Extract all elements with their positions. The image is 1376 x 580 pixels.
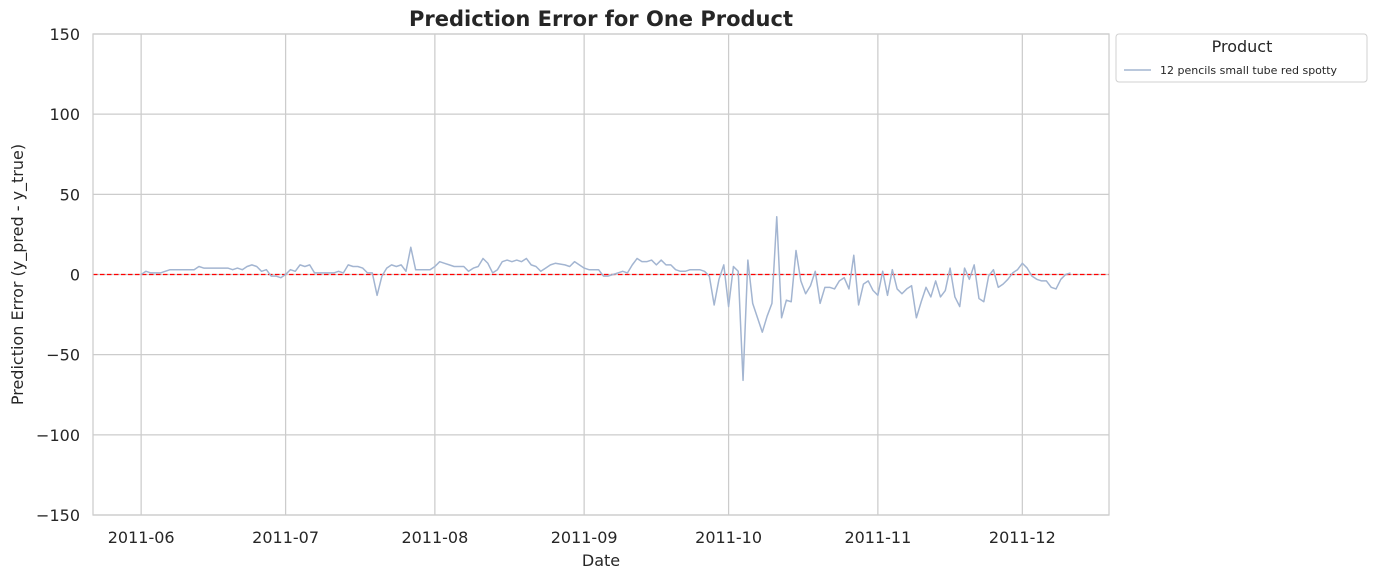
chart-title: Prediction Error for One Product	[409, 7, 793, 31]
x-tick-label: 2011-09	[551, 528, 618, 547]
y-tick-label: 0	[70, 266, 80, 285]
legend: Product 12 pencils small tube red spotty	[1115, 33, 1368, 83]
x-axis-ticks: 2011-06 2011-07 2011-08 2011-09 2011-10 2011-…	[108, 528, 1056, 547]
x-tick-label: 2011-07	[252, 528, 319, 547]
plot-area-frame	[92, 33, 1110, 516]
x-tick-label: 2011-08	[401, 528, 468, 547]
legend-series-label: 12 pencils small tube red spotty	[1160, 64, 1338, 77]
legend-title: Product	[1212, 37, 1273, 56]
y-axis-ticks: 150 100 50 0 −50 −100 −150	[36, 25, 80, 525]
y-tick-label: 150	[49, 25, 80, 44]
series-line	[140, 216, 1071, 382]
legend-box	[1115, 33, 1368, 83]
x-tick-label: 2011-06	[108, 528, 175, 547]
x-tick-label: 2011-12	[989, 528, 1056, 547]
x-axis-label: Date	[582, 551, 620, 570]
x-tick-label: 2011-10	[695, 528, 762, 547]
y-tick-label: 50	[60, 185, 80, 204]
y-tick-label: −100	[36, 426, 80, 445]
y-tick-label: −50	[46, 346, 80, 365]
y-tick-label: −150	[36, 506, 80, 525]
series-layer	[140, 216, 1071, 382]
y-tick-label: 100	[49, 105, 80, 124]
y-axis-label: Prediction Error (y_pred - y_true)	[8, 144, 28, 405]
x-tick-label: 2011-11	[844, 528, 911, 547]
